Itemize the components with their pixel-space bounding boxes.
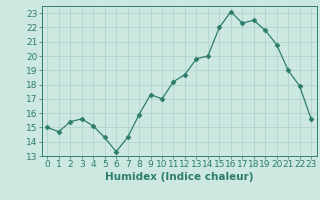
X-axis label: Humidex (Indice chaleur): Humidex (Indice chaleur) [105, 172, 253, 182]
